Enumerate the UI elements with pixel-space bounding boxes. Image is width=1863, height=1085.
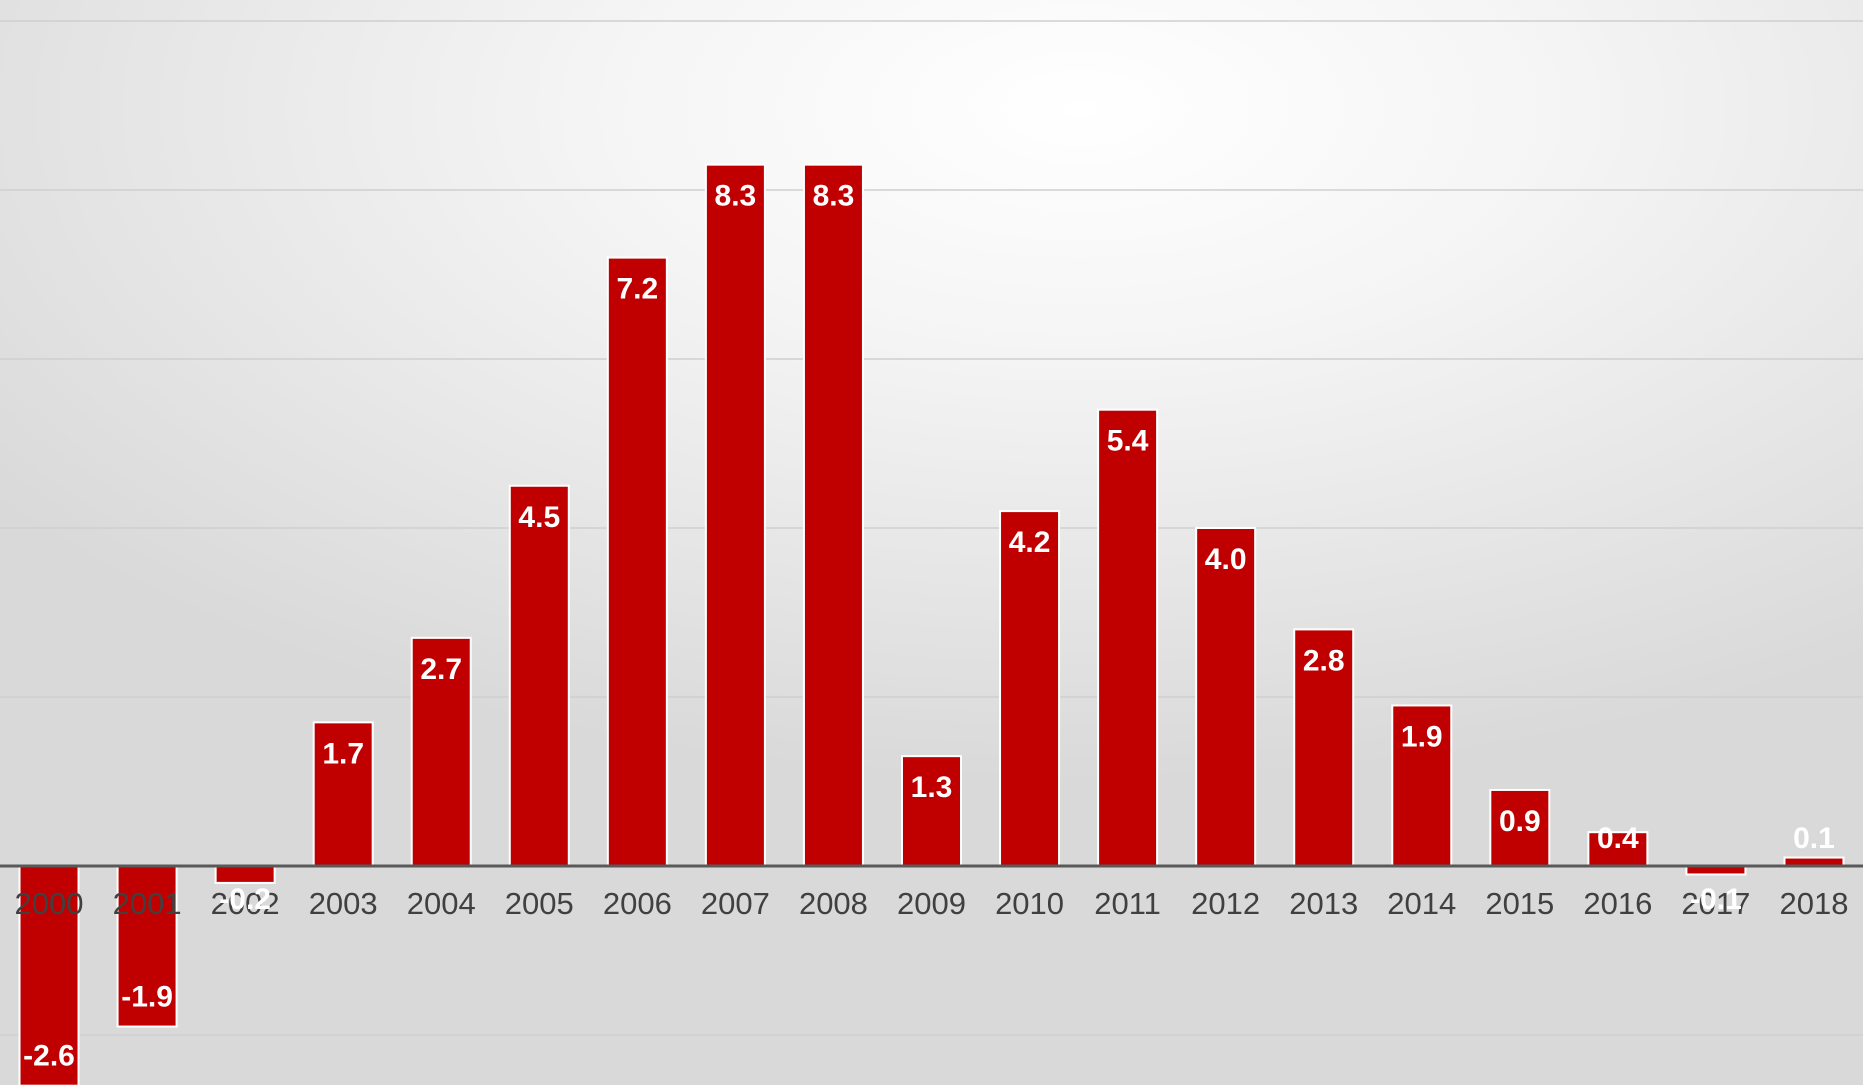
bar-2002 — [214, 865, 276, 884]
x-tick-label: 2017 — [1681, 886, 1750, 921]
bar-2006 — [606, 256, 668, 868]
x-tick-label: 2011 — [1094, 886, 1161, 921]
data-label-2013: 2.8 — [1303, 644, 1345, 677]
bar-2012 — [1195, 527, 1257, 867]
x-tick-label: 2001 — [113, 886, 182, 921]
data-label-2006: 7.2 — [616, 273, 658, 306]
x-tick-label: 2018 — [1779, 886, 1848, 921]
data-label-2014: 1.9 — [1401, 720, 1443, 753]
data-label-2010: 4.2 — [1009, 526, 1051, 559]
x-tick-label: 2010 — [995, 886, 1064, 921]
data-label-2011: 5.4 — [1107, 425, 1149, 458]
data-label-2007: 8.3 — [715, 180, 757, 213]
bar-2014 — [1391, 704, 1453, 868]
data-labels: -2.6 -1.9 -0.2 1.7 2.7 4.5 7.2 8.3 8.3 1.3 4.2 5.4 4… — [23, 180, 1835, 1073]
data-label-2001: -1.9 — [121, 981, 173, 1014]
data-label-2015: 0.9 — [1499, 805, 1541, 838]
x-tick-label: 2000 — [15, 886, 84, 921]
bar-2010 — [999, 510, 1061, 867]
data-label-2017: -0.1 — [1690, 883, 1742, 916]
x-tick-label: 2003 — [309, 886, 378, 921]
x-tick-label: 2004 — [407, 886, 476, 921]
data-label-2008: 8.3 — [813, 180, 855, 213]
bars — [18, 163, 1845, 1085]
bar-2007 — [704, 163, 766, 867]
x-tick-label: 2005 — [505, 886, 574, 921]
x-tick-label: 2007 — [701, 886, 770, 921]
data-label-2018: 0.1 — [1793, 822, 1835, 855]
bar-2015 — [1489, 788, 1551, 868]
data-label-2005: 4.5 — [518, 501, 560, 534]
data-label-2000: -2.6 — [23, 1040, 75, 1073]
x-tick-label: 2015 — [1485, 886, 1554, 921]
data-label-2004: 2.7 — [420, 653, 462, 686]
x-tick-label: 2016 — [1583, 886, 1652, 921]
x-tick-label: 2002 — [211, 886, 280, 921]
data-label-2003: 1.7 — [322, 737, 364, 770]
data-label-2012: 4.0 — [1205, 543, 1247, 576]
bar-2009 — [901, 755, 962, 868]
x-tick-label: 2008 — [799, 886, 868, 921]
x-tick-label: 2013 — [1289, 886, 1358, 921]
x-tick-label: 2009 — [897, 886, 966, 921]
bar-2003 — [312, 721, 374, 867]
data-label-2002: -0.2 — [219, 883, 271, 916]
data-label-2009: 1.3 — [911, 771, 953, 804]
bar-2008 — [802, 163, 864, 867]
gridlines — [0, 20, 1863, 1036]
x-tick-labels: 2000 2001 2002 2003 2004 2005 2006 2007 2008 2009… — [15, 886, 1849, 921]
x-tick-label: 2014 — [1387, 886, 1456, 921]
data-label-2016: 0.4 — [1597, 822, 1639, 855]
x-tick-label: 2006 — [603, 886, 672, 921]
bar-2011 — [1097, 408, 1159, 867]
x-tick-label: 2012 — [1191, 886, 1260, 921]
bar-2005 — [508, 484, 570, 867]
bar-2013 — [1293, 628, 1355, 868]
